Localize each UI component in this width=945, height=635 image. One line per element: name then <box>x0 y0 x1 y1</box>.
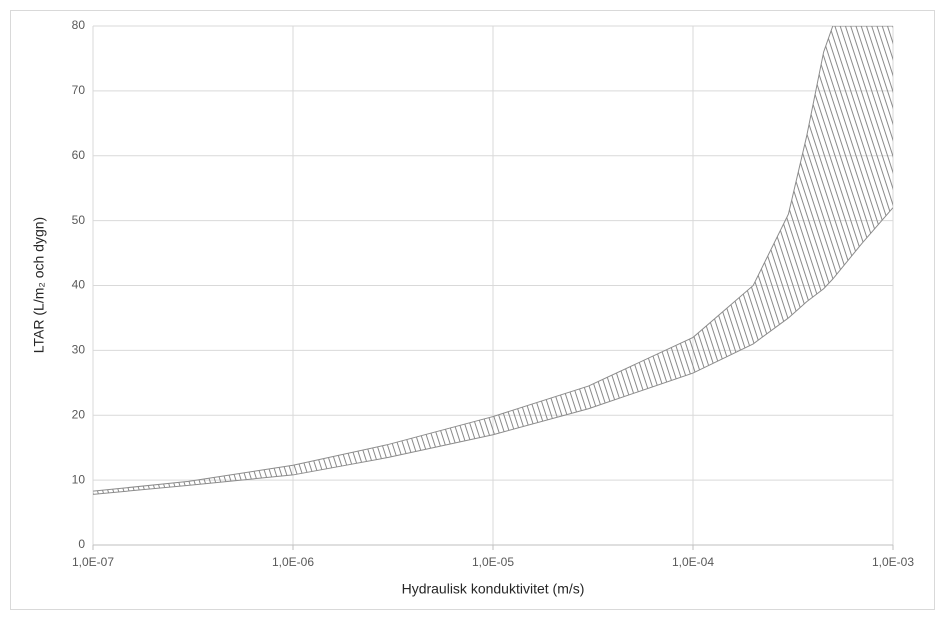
y-tick-label: 80 <box>72 18 86 32</box>
y-tick-label: 70 <box>72 83 86 97</box>
y-tick-label: 50 <box>72 213 86 227</box>
y-tick-label: 60 <box>72 148 86 162</box>
x-tick-label: 1,0E-07 <box>72 555 114 569</box>
y-tick-label: 20 <box>72 407 86 421</box>
x-axis-title: Hydraulisk konduktivitet (m/s) <box>402 581 585 597</box>
band-edge <box>93 207 893 495</box>
y-axis-title: LTAR (L/m₂ och dygn) <box>31 217 47 353</box>
plot-area <box>93 26 893 495</box>
x-tick-label: 1,0E-04 <box>672 555 714 569</box>
y-tick-label: 30 <box>72 343 86 357</box>
x-tick-label: 1,0E-03 <box>872 555 914 569</box>
chart-border <box>10 10 935 610</box>
band-edge <box>93 26 893 492</box>
x-tick-label: 1,0E-06 <box>272 555 314 569</box>
y-tick-label: 0 <box>78 537 85 551</box>
x-tick-label: 1,0E-05 <box>472 555 514 569</box>
y-tick-label: 10 <box>72 472 86 486</box>
y-tick-label: 40 <box>72 278 86 292</box>
